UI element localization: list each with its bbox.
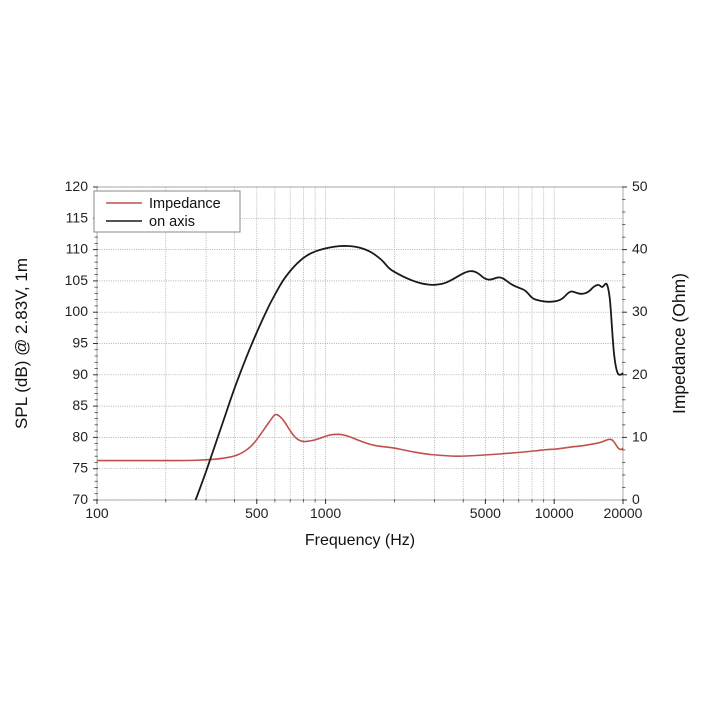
svg-text:100: 100	[85, 505, 109, 521]
svg-text:on axis: on axis	[149, 214, 195, 230]
svg-text:105: 105	[65, 272, 89, 288]
svg-text:110: 110	[66, 241, 89, 257]
svg-text:115: 115	[66, 209, 89, 225]
svg-text:Frequency (Hz): Frequency (Hz)	[305, 532, 415, 549]
svg-text:50: 50	[632, 178, 648, 194]
svg-text:40: 40	[632, 241, 648, 257]
svg-text:5000: 5000	[470, 505, 501, 521]
svg-text:20: 20	[632, 366, 648, 382]
svg-text:30: 30	[632, 303, 648, 319]
svg-text:95: 95	[72, 335, 88, 351]
svg-text:85: 85	[72, 397, 88, 413]
svg-text:80: 80	[72, 428, 88, 444]
svg-text:10000: 10000	[535, 505, 574, 521]
svg-text:500: 500	[245, 505, 269, 521]
svg-text:100: 100	[65, 303, 89, 319]
svg-text:10: 10	[632, 428, 648, 444]
svg-text:90: 90	[72, 366, 88, 382]
svg-text:1000: 1000	[310, 505, 341, 521]
svg-text:20000: 20000	[604, 505, 643, 521]
svg-text:120: 120	[65, 178, 89, 194]
svg-text:Impedance: Impedance	[149, 196, 221, 212]
svg-text:Impedance (Ohm): Impedance (Ohm)	[669, 273, 689, 414]
svg-text:75: 75	[72, 460, 88, 476]
svg-text:SPL (dB) @ 2.83V, 1m: SPL (dB) @ 2.83V, 1m	[12, 258, 31, 429]
